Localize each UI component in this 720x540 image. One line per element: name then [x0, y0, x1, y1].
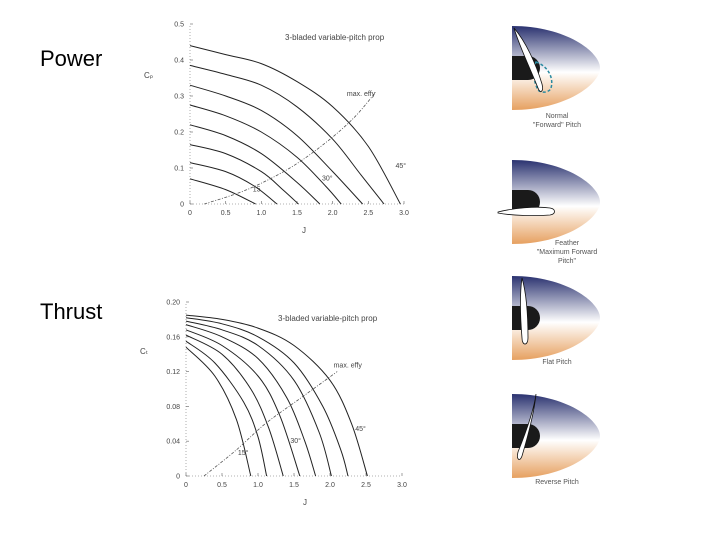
- pitch-caption: Normal "Forward" Pitch: [512, 112, 602, 130]
- power-pitch-curve: [189, 144, 299, 205]
- power-x-tick-label: 3.0: [399, 210, 409, 217]
- thrust-annotation: 45°: [355, 425, 366, 433]
- power-y-tick-label: 0.2: [174, 130, 184, 137]
- power-label: Power: [40, 46, 103, 71]
- thrust-x-tick-label: 3.0: [397, 482, 407, 489]
- thrust-pitch-curve: [185, 317, 349, 477]
- power-pitch-curve: [189, 84, 363, 205]
- pitch-diagram-reverse: [512, 393, 600, 478]
- thrust-pitch-curve: [185, 329, 301, 477]
- thrust-y-tick-label: 0.16: [166, 334, 180, 341]
- thrust-y-axis-label: Cₜ: [140, 347, 148, 356]
- propeller-blade: [497, 206, 555, 216]
- thrust-x-tick-label: 2.0: [325, 482, 335, 489]
- pitch-caption-line: "Forward" Pitch: [532, 122, 582, 129]
- thrust-x-tick-label: 1.0: [253, 482, 263, 489]
- power-annotation: max. effy: [347, 91, 376, 98]
- thrust-pitch-curve: [185, 346, 252, 477]
- power-annotation: 30°: [322, 175, 333, 183]
- power-x-tick-label: 1.5: [292, 210, 302, 217]
- thrust-pitch-curve: [185, 340, 268, 477]
- thrust-chart-title: 3-bladed variable-pitch prop: [278, 314, 378, 323]
- spinner-shape: [512, 276, 600, 360]
- propeller-blade: [520, 277, 529, 345]
- thrust-pitch-curve: [185, 320, 332, 477]
- pitch-caption-line: "Maximum Forward: [536, 249, 598, 256]
- thrust-x-axis-label: J: [303, 498, 307, 507]
- pitch-caption-line: Flat Pitch: [542, 359, 572, 366]
- power-x-tick-label: 2.0: [328, 210, 338, 217]
- propeller-blade: [517, 393, 537, 460]
- power-pitch-curve: [189, 104, 342, 205]
- pitch-caption: Reverse Pitch: [512, 478, 602, 487]
- spinner-shape: [512, 160, 600, 244]
- spinner-shape: [512, 26, 600, 110]
- power-chart-title: 3-bladed variable-pitch prop: [285, 33, 385, 42]
- power-x-tick-label: 2.5: [363, 210, 373, 217]
- thrust-x-tick-label: 1.5: [289, 482, 299, 489]
- thrust-pitch-curve: [185, 334, 284, 477]
- pitch-caption-line: Normal: [545, 113, 569, 120]
- power-y-tick-label: 0.5: [174, 22, 184, 29]
- power-y-tick-label: 0.3: [174, 94, 184, 101]
- pitch-caption: Flat Pitch: [512, 358, 602, 367]
- thrust-x-tick-label: 0.5: [217, 482, 227, 489]
- power-x-tick-label: 1.0: [256, 210, 266, 217]
- thrust-max-efficiency-line: [203, 371, 338, 477]
- power-pitch-curve: [189, 178, 256, 205]
- thrust-y-tick-label: 0: [176, 474, 180, 481]
- thrust-annotation: 30°: [290, 437, 301, 445]
- power-max-efficiency-line: [204, 92, 376, 205]
- thrust-y-tick-label: 0.08: [166, 404, 180, 411]
- thrust-annotation: 15°: [238, 449, 249, 457]
- thrust-x-tick-label: 0: [184, 482, 188, 489]
- thrust-coefficient-chart: 0 0.5 1.0 1.5 2.0 2.5 3.0 0 0.04 0.08 0.12 0.16 0.20…: [140, 300, 407, 508]
- thrust-y-tick-label: 0.12: [166, 369, 180, 376]
- pitch-caption-line: Feather: [554, 240, 580, 247]
- power-pitch-curve: [189, 162, 278, 205]
- power-x-tick-label: 0: [188, 210, 192, 217]
- pitch-diagram-normal: [512, 26, 600, 110]
- power-y-tick-label: 0.1: [174, 166, 184, 173]
- thrust-y-tick-label: 0.20: [166, 300, 180, 307]
- power-pitch-curve: [189, 124, 321, 205]
- power-x-tick-label: 0.5: [221, 210, 231, 217]
- power-pitch-curve: [189, 45, 401, 205]
- pitch-diagram-feather: [497, 160, 600, 244]
- power-x-axis-label: J: [302, 226, 306, 235]
- thrust-x-tick-label: 2.5: [361, 482, 371, 489]
- propeller-blade: [513, 27, 543, 92]
- thrust-pitch-curve: [185, 324, 317, 477]
- power-annotation: 45°: [395, 162, 406, 170]
- pitch-diagram-flat: [512, 276, 600, 360]
- power-y-axis-label: Cₚ: [144, 71, 153, 80]
- pitch-caption: Feather "Maximum Forward Pitch": [512, 239, 622, 266]
- power-pitch-curve: [189, 64, 385, 205]
- pitch-caption-line: Reverse Pitch: [535, 479, 579, 486]
- power-coefficient-chart: 0 0.5 1.0 1.5 2.0 2.5 3.0 0 0.1 0.2 0.3 0.4 0.5 3-bla…: [144, 22, 409, 236]
- thrust-y-tick-label: 0.04: [166, 439, 180, 446]
- power-y-tick-label: 0: [180, 202, 184, 209]
- thrust-label: Thrust: [40, 299, 103, 324]
- power-annotation: 15: [253, 186, 261, 193]
- thrust-annotation: max. effy: [334, 362, 363, 369]
- spinner-shape: [512, 394, 600, 478]
- power-y-tick-label: 0.4: [174, 58, 184, 65]
- pitch-caption-line: Pitch": [557, 258, 577, 265]
- thrust-pitch-curve: [185, 314, 368, 477]
